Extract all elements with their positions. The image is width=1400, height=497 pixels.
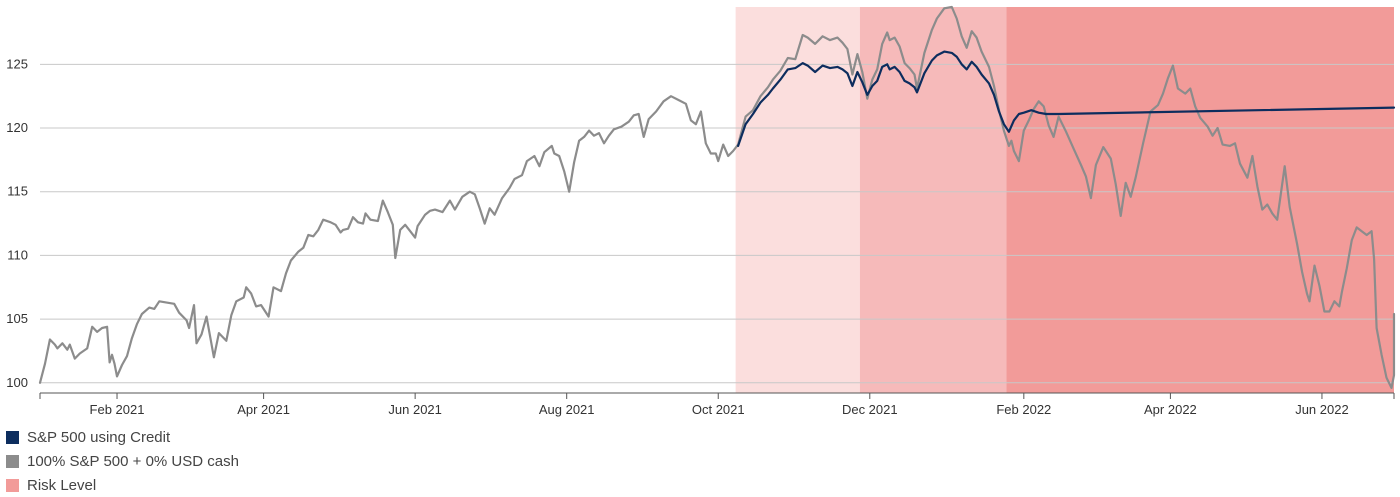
x-axis-tick-labels: Feb 2021 Apr 2021 Jun 2021 Aug 2021 Oct 2021…	[90, 402, 1349, 417]
grid-lines	[40, 63, 1394, 384]
x-tick-label-5: Oct 2021	[692, 402, 745, 417]
risk-band-3	[1006, 7, 1394, 393]
y-tick-label-115: 115	[7, 184, 28, 199]
risk-band-1	[735, 7, 860, 393]
legend-item-sp500[interactable]: 100% S&P 500 + 0% USD cash	[6, 449, 239, 473]
line-chart: 100 105 110 115 120 125 Feb 2021 Apr 2021 Jun 2…	[6, 5, 1396, 417]
legend: S&P 500 using Credit 100% S&P 500 + 0% U…	[6, 425, 239, 497]
series-lines	[38, 5, 1396, 389]
x-tick-label-2: Apr 2021	[237, 402, 290, 417]
x-tick-label-6: Dec 2021	[842, 402, 898, 417]
y-tick-label-125: 125	[6, 56, 28, 71]
legend-item-credit[interactable]: S&P 500 using Credit	[6, 425, 239, 449]
legend-swatch-sp500	[6, 454, 19, 468]
legend-label-risk-level: Risk Level	[27, 476, 97, 494]
series-line-credit	[737, 50, 1396, 147]
risk-level-bands	[735, 7, 1394, 393]
legend-swatch-credit	[6, 430, 19, 444]
x-tick-label-1: Feb 2021	[90, 402, 145, 417]
legend-label-credit: S&P 500 using Credit	[27, 428, 171, 446]
y-axis-tick-labels: 100 105 110 115 120 125	[6, 56, 28, 389]
y-tick-label-100: 100	[6, 375, 28, 390]
risk-band-2	[859, 7, 1007, 393]
legend-swatch-risk-level	[6, 478, 19, 492]
legend-label-sp500: 100% S&P 500 + 0% USD cash	[27, 452, 239, 470]
x-tick-label-9: Jun 2022	[1295, 402, 1349, 417]
y-tick-label-110: 110	[7, 247, 28, 262]
legend-item-risk-level[interactable]: Risk Level	[6, 473, 239, 497]
x-tick-label-3: Jun 2021	[388, 402, 442, 417]
x-tick-label-4: Aug 2021	[539, 402, 595, 417]
x-axis	[39, 392, 1395, 399]
x-tick-label-8: Apr 2022	[1144, 402, 1197, 417]
y-tick-label-120: 120	[6, 120, 28, 135]
x-tick-label-7: Feb 2022	[996, 402, 1051, 417]
series-line-sp500	[38, 5, 1396, 389]
y-tick-label-105: 105	[6, 311, 28, 326]
